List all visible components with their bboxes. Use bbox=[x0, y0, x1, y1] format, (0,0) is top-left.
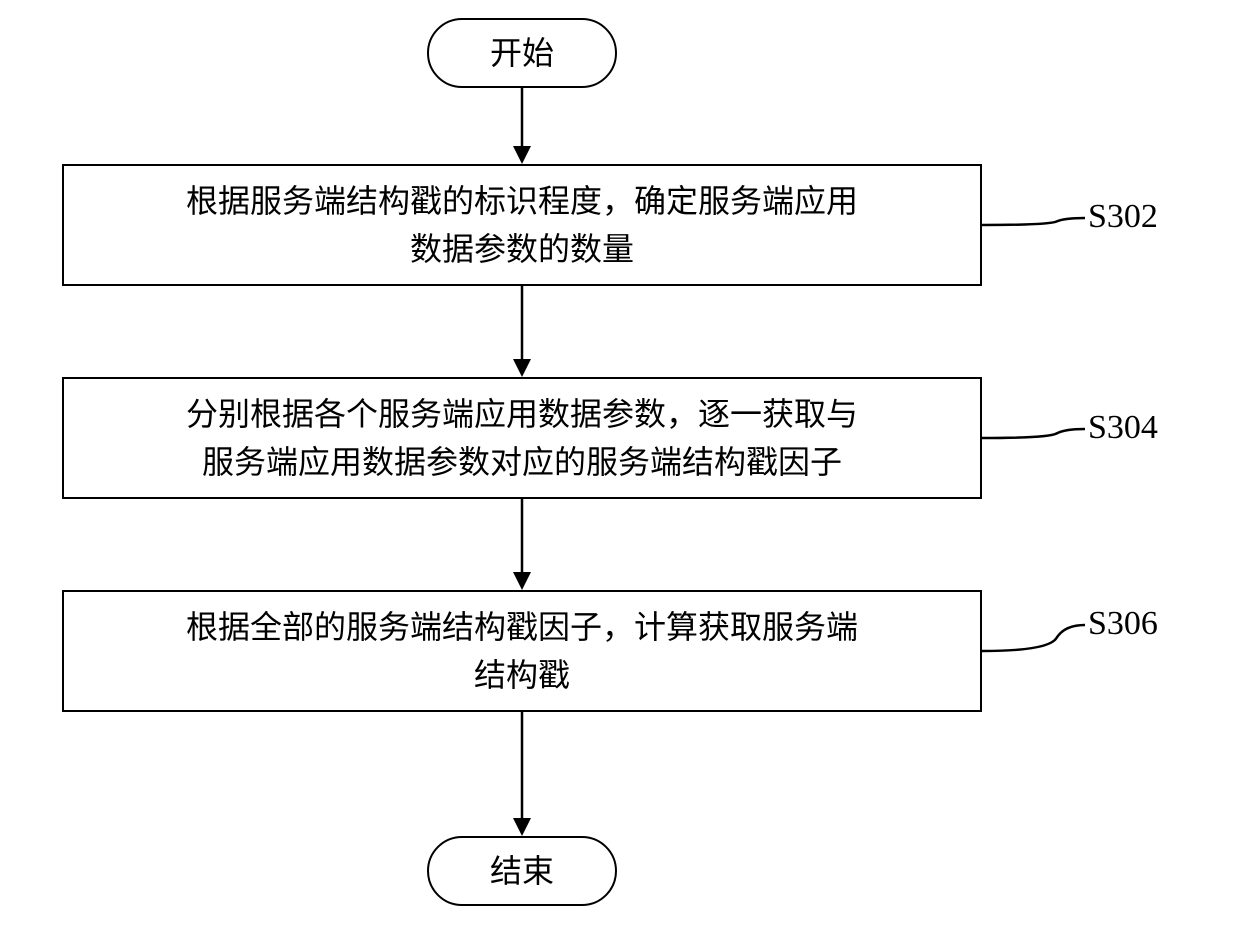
start-node: 开始 bbox=[427, 18, 617, 88]
flowchart-canvas: 开始 根据服务端结构戳的标识程度，确定服务端应用数据参数的数量 分别根据各个服务… bbox=[0, 0, 1240, 947]
label-s304: S304 bbox=[1088, 409, 1158, 447]
start-label: 开始 bbox=[490, 29, 554, 77]
label-s304-text: S304 bbox=[1088, 409, 1158, 446]
process-s306-text: 根据全部的服务端结构戳因子，计算获取服务端结构戳 bbox=[186, 603, 858, 699]
end-label: 结束 bbox=[490, 847, 554, 895]
label-s306-text: S306 bbox=[1088, 605, 1158, 642]
process-s302-text: 根据服务端结构戳的标识程度，确定服务端应用数据参数的数量 bbox=[186, 177, 858, 273]
label-s302-text: S302 bbox=[1088, 198, 1158, 235]
label-s306: S306 bbox=[1088, 605, 1158, 643]
process-s304-text: 分别根据各个服务端应用数据参数，逐一获取与服务端应用数据参数对应的服务端结构戳因… bbox=[186, 390, 858, 486]
end-node: 结束 bbox=[427, 836, 617, 906]
label-s302: S302 bbox=[1088, 198, 1158, 236]
process-s304: 分别根据各个服务端应用数据参数，逐一获取与服务端应用数据参数对应的服务端结构戳因… bbox=[62, 377, 982, 499]
process-s306: 根据全部的服务端结构戳因子，计算获取服务端结构戳 bbox=[62, 590, 982, 712]
process-s302: 根据服务端结构戳的标识程度，确定服务端应用数据参数的数量 bbox=[62, 164, 982, 286]
